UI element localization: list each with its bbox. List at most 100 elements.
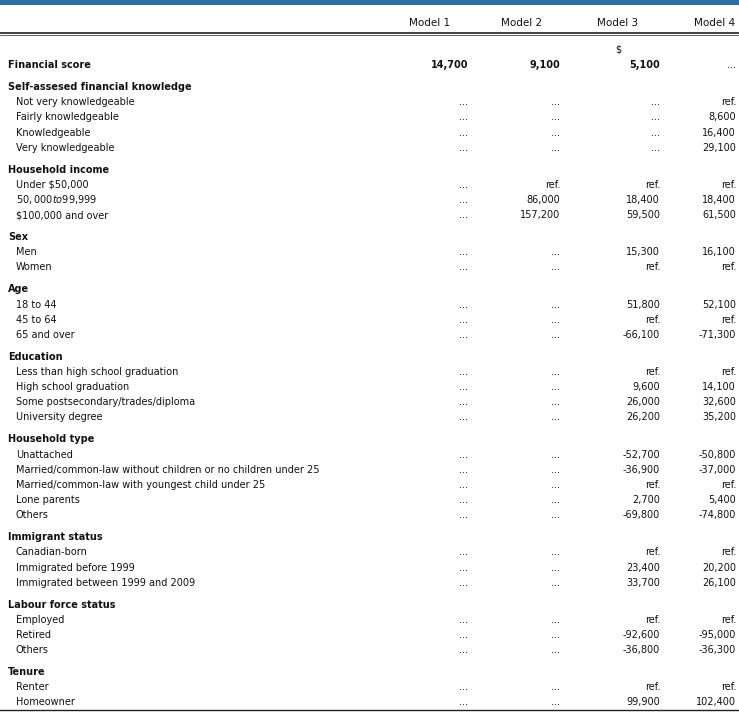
Text: Household type: Household type	[8, 434, 95, 444]
Text: ...: ...	[459, 247, 468, 257]
Text: ...: ...	[459, 548, 468, 558]
Text: ...: ...	[459, 397, 468, 407]
Text: ...: ...	[551, 645, 560, 655]
Text: ref.: ref.	[721, 314, 736, 324]
Text: 5,100: 5,100	[629, 60, 660, 70]
Text: -74,800: -74,800	[698, 511, 736, 520]
Text: 157,200: 157,200	[520, 210, 560, 220]
Text: ...: ...	[551, 511, 560, 520]
Text: Immigrated before 1999: Immigrated before 1999	[16, 563, 134, 573]
Text: Less than high school graduation: Less than high school graduation	[16, 367, 178, 377]
Text: -37,000: -37,000	[698, 465, 736, 475]
Text: ...: ...	[459, 413, 468, 423]
Text: Not very knowledgeable: Not very knowledgeable	[16, 97, 134, 107]
Text: ...: ...	[551, 97, 560, 107]
Text: ...: ...	[551, 247, 560, 257]
Text: Retired: Retired	[16, 630, 51, 640]
Text: ...: ...	[459, 128, 468, 138]
Text: 20,200: 20,200	[702, 563, 736, 573]
Text: Married/common-law with youngest child under 25: Married/common-law with youngest child u…	[16, 480, 265, 490]
Text: Self-assesed financial knowledge: Self-assesed financial knowledge	[8, 82, 191, 92]
Text: University degree: University degree	[16, 413, 103, 423]
Text: ...: ...	[459, 180, 468, 190]
Text: 5,400: 5,400	[708, 495, 736, 505]
Text: ref.: ref.	[644, 480, 660, 490]
Text: -36,900: -36,900	[623, 465, 660, 475]
Text: ...: ...	[551, 495, 560, 505]
Text: 65 and over: 65 and over	[16, 330, 75, 340]
Text: ...: ...	[551, 128, 560, 138]
Text: Others: Others	[16, 511, 49, 520]
Text: -36,300: -36,300	[699, 645, 736, 655]
Text: Employed: Employed	[16, 615, 64, 625]
Text: 32,600: 32,600	[702, 397, 736, 407]
Text: Under $50,000: Under $50,000	[16, 180, 89, 190]
Text: ...: ...	[551, 630, 560, 640]
Text: ...: ...	[551, 697, 560, 707]
Text: Labour force status: Labour force status	[8, 600, 115, 610]
Text: -66,100: -66,100	[623, 330, 660, 340]
Text: Model 2: Model 2	[502, 18, 542, 28]
Text: ...: ...	[551, 548, 560, 558]
Text: ...: ...	[651, 113, 660, 123]
Text: ...: ...	[551, 615, 560, 625]
Text: Very knowledgeable: Very knowledgeable	[16, 143, 115, 153]
Text: $50,000 to $99,999: $50,000 to $99,999	[16, 193, 98, 207]
Text: Homeowner: Homeowner	[16, 697, 75, 707]
Text: ref.: ref.	[644, 314, 660, 324]
Text: 51,800: 51,800	[626, 299, 660, 309]
Text: 45 to 64: 45 to 64	[16, 314, 57, 324]
Text: Canadian-born: Canadian-born	[16, 548, 88, 558]
Text: ref.: ref.	[721, 367, 736, 377]
Text: 29,100: 29,100	[702, 143, 736, 153]
Text: ...: ...	[459, 495, 468, 505]
Text: ...: ...	[459, 465, 468, 475]
Text: ...: ...	[651, 143, 660, 153]
Text: ref.: ref.	[721, 180, 736, 190]
Text: 26,100: 26,100	[702, 578, 736, 588]
Text: ...: ...	[459, 382, 468, 392]
Text: Education: Education	[8, 352, 63, 361]
Text: 15,300: 15,300	[626, 247, 660, 257]
Text: ...: ...	[551, 367, 560, 377]
Text: ...: ...	[459, 563, 468, 573]
Text: ...: ...	[551, 330, 560, 340]
Text: ref.: ref.	[721, 548, 736, 558]
Text: ...: ...	[459, 262, 468, 272]
Text: 16,100: 16,100	[702, 247, 736, 257]
Text: Model 4: Model 4	[695, 18, 735, 28]
Text: ...: ...	[459, 578, 468, 588]
Text: $: $	[615, 44, 621, 54]
Text: ...: ...	[459, 97, 468, 107]
Text: 23,400: 23,400	[626, 563, 660, 573]
Text: ...: ...	[651, 97, 660, 107]
Text: 8,600: 8,600	[709, 113, 736, 123]
Text: ...: ...	[551, 262, 560, 272]
Text: ...: ...	[551, 480, 560, 490]
Text: -95,000: -95,000	[698, 630, 736, 640]
Text: Model 1: Model 1	[409, 18, 451, 28]
Text: ...: ...	[459, 615, 468, 625]
Text: ref.: ref.	[721, 262, 736, 272]
Text: Immigrant status: Immigrant status	[8, 532, 103, 542]
Text: 26,000: 26,000	[626, 397, 660, 407]
Text: ...: ...	[551, 382, 560, 392]
Text: -36,800: -36,800	[623, 645, 660, 655]
Text: ...: ...	[551, 299, 560, 309]
Text: 61,500: 61,500	[702, 210, 736, 220]
Text: ...: ...	[459, 367, 468, 377]
Text: ...: ...	[459, 450, 468, 460]
Text: -52,700: -52,700	[622, 450, 660, 460]
Text: Women: Women	[16, 262, 52, 272]
Text: ref.: ref.	[721, 682, 736, 692]
Text: ...: ...	[551, 465, 560, 475]
Text: Married/common-law without children or no children under 25: Married/common-law without children or n…	[16, 465, 319, 475]
Text: 14,700: 14,700	[431, 60, 468, 70]
Text: 16,400: 16,400	[702, 128, 736, 138]
Text: 9,100: 9,100	[529, 60, 560, 70]
Text: ...: ...	[551, 113, 560, 123]
Text: 18,400: 18,400	[702, 195, 736, 205]
Text: ref.: ref.	[644, 262, 660, 272]
Text: ...: ...	[459, 210, 468, 220]
Text: ...: ...	[459, 143, 468, 153]
